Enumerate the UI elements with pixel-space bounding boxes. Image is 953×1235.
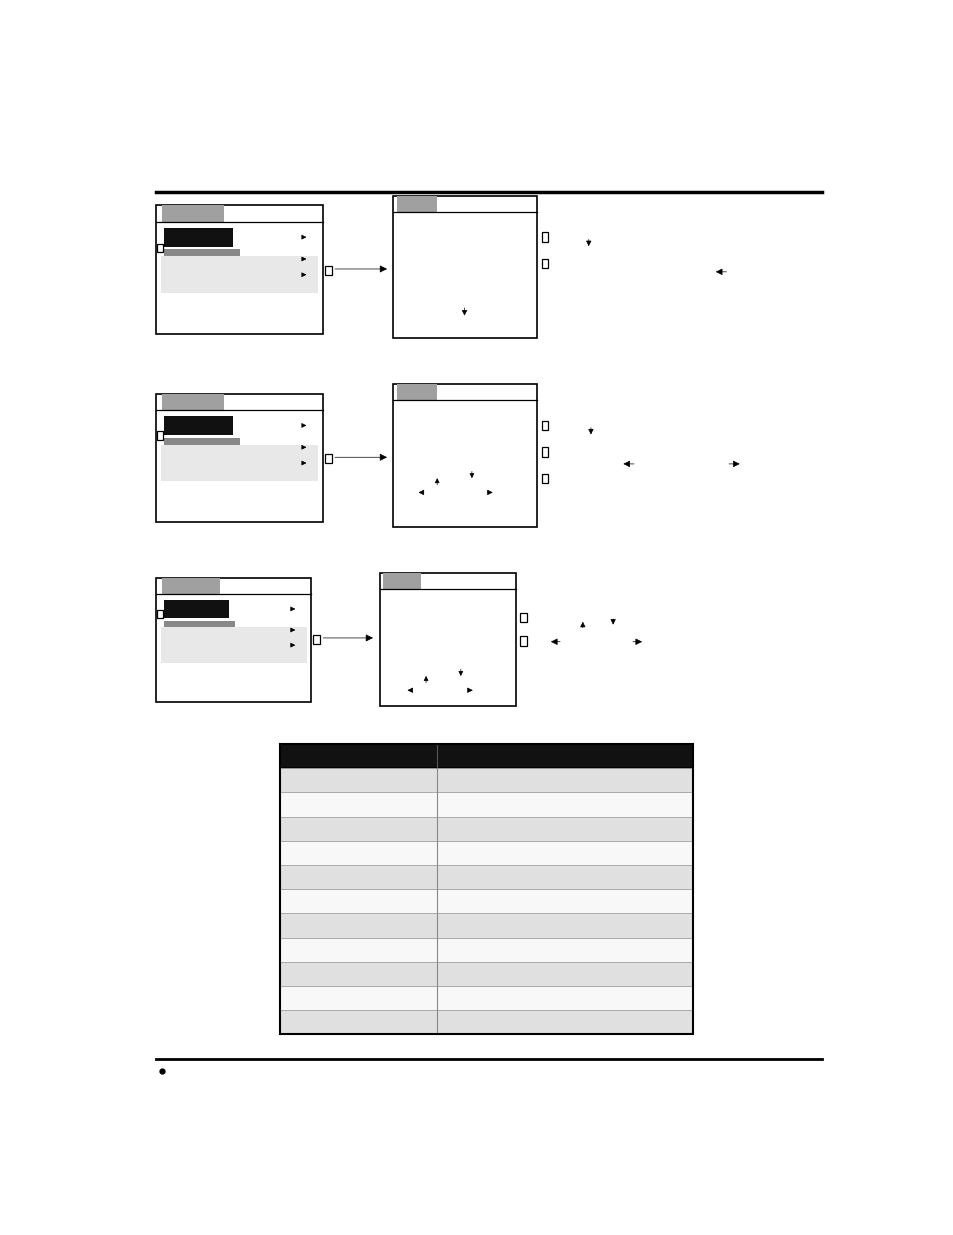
Bar [280,986,692,1010]
Bar [541,447,548,457]
Bar [162,578,219,594]
Bar [156,431,163,440]
Bar [156,610,163,619]
Bar [280,889,692,914]
Bar [280,914,692,937]
Bar [164,416,233,435]
Bar [541,232,548,242]
Bar [280,745,692,768]
Bar [519,613,526,622]
Bar [396,384,436,400]
Bar [541,259,548,268]
Bar [160,445,317,482]
Bar [164,621,235,640]
Bar [325,266,332,275]
Bar [160,627,307,663]
Bar [280,816,692,841]
Bar [541,474,548,483]
Bar [156,578,311,701]
Bar [519,636,526,646]
Bar [280,793,692,816]
Bar [156,394,322,522]
Bar [383,573,421,589]
Bar [541,421,548,430]
Bar [280,841,692,864]
Bar [280,1010,692,1035]
Bar [162,394,223,410]
Bar [280,962,692,986]
Bar [280,937,692,962]
Bar [280,864,692,889]
Bar [164,437,240,457]
Bar [280,768,692,793]
Bar [160,257,317,293]
Bar [396,195,436,212]
Bar [164,600,229,618]
Bar [379,573,516,706]
Bar [164,227,233,247]
Bar [156,243,163,252]
Bar [393,195,537,338]
Bar [393,384,537,526]
Bar [164,249,240,268]
Bar [325,453,332,463]
Bar [313,635,319,643]
Bar [280,745,692,1035]
Bar [162,205,223,222]
Bar [156,205,322,333]
